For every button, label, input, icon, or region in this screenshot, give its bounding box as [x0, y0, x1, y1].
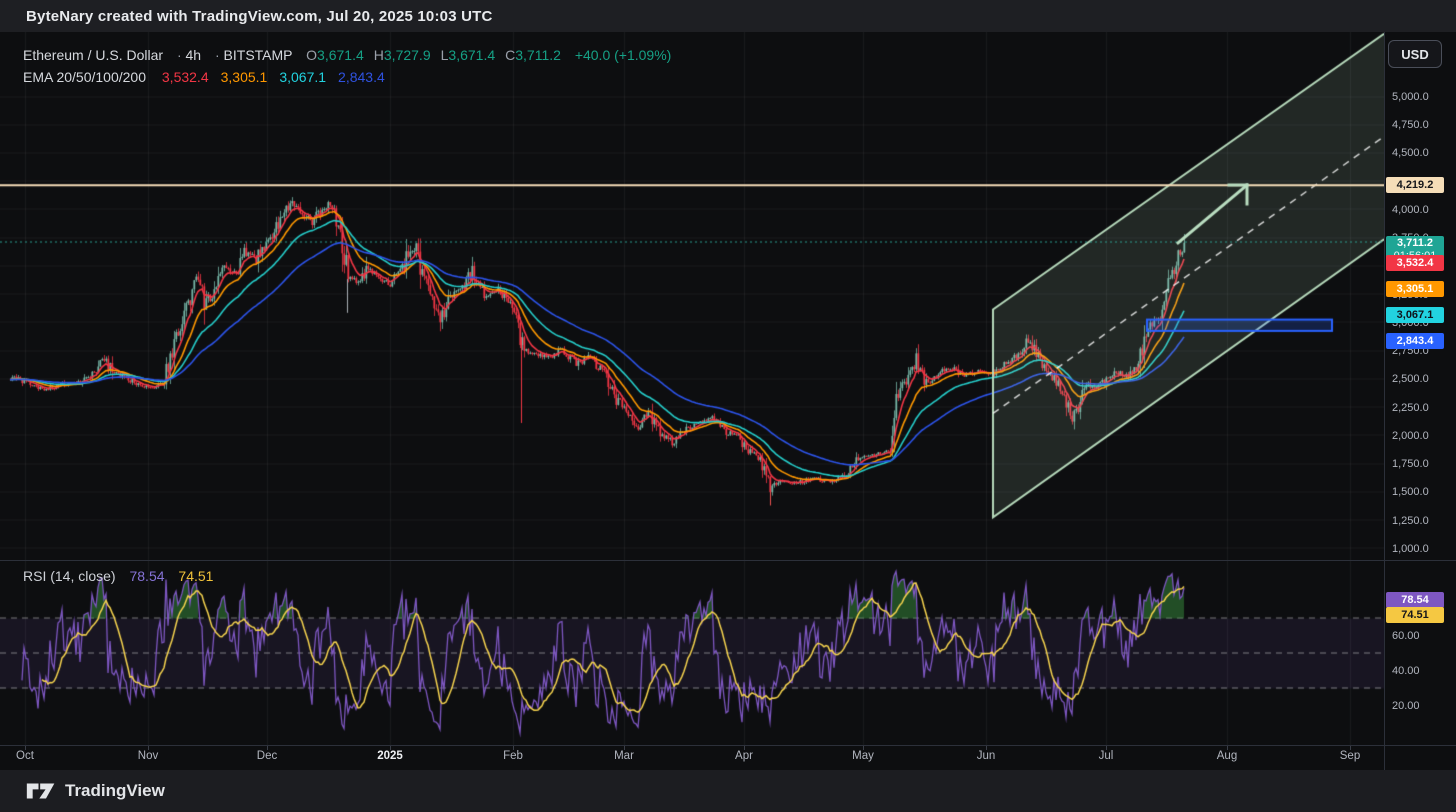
ohlc-value: 3,727.9 [383, 47, 431, 63]
time-label: Jul [1098, 750, 1114, 762]
symbol-name: Ethereum / U.S. Dollar [23, 47, 164, 63]
ohlc-values: O3,671.4 H3,727.9 L3,671.4 C3,711.2 [296, 47, 561, 63]
rsi-tag: 74.51 [1386, 606, 1444, 623]
separator-dot: · [176, 47, 182, 63]
time-label: Mar [614, 750, 634, 762]
rsi-tick: 60.00 [1392, 630, 1420, 642]
ohlc-value: 3,711.2 [515, 47, 561, 63]
time-tick-mark [863, 746, 864, 750]
rsi-ma-value: 74.51 [178, 568, 214, 584]
time-tick-mark [148, 746, 149, 750]
ohlc-key: C [505, 47, 516, 63]
price-tick: 2,000.0 [1392, 429, 1429, 442]
exchange-label: BITSTAMP [223, 47, 293, 63]
ohlc-key: O [306, 47, 318, 63]
scale-separator [1384, 32, 1385, 770]
price-tag-ema-20: 3,532.4 [1386, 254, 1444, 271]
chart-legend: Ethereum / U.S. Dollar · 4h · BITSTAMP O… [23, 44, 671, 88]
time-tick-mark [25, 746, 26, 750]
time-tick-mark [267, 746, 268, 750]
symbol-row: Ethereum / U.S. Dollar · 4h · BITSTAMP O… [23, 44, 671, 66]
time-axis[interactable]: Oct Nov Dec 2025 Feb Mar Apr May Jun Jul Aug Sep [0, 746, 1456, 770]
rsi-tag: 78.54 [1386, 591, 1444, 608]
time-label: Nov [137, 750, 159, 762]
ema-value: 3,305.1 [220, 69, 268, 85]
ohlc-key: H [373, 47, 384, 63]
time-label: Jun [976, 750, 996, 762]
time-label: Apr [735, 750, 753, 762]
time-label: Oct [16, 750, 34, 762]
ohlc-value: 3,671.4 [317, 47, 364, 63]
price-tag-ema-200: 2,843.4 [1386, 332, 1444, 349]
interval-label: 4h [185, 47, 202, 63]
time-label: Aug [1216, 750, 1238, 762]
rsi-title: RSI (14, close) [23, 568, 116, 584]
ema-label: EMA 20/50/100/200 [23, 69, 146, 85]
rsi-legend: RSI (14, close) 78.54 74.51 [23, 568, 213, 584]
header-title: ByteNary created with TradingView.com, J… [26, 7, 493, 25]
time-tick-mark [513, 746, 514, 750]
price-tick: 1,250.0 [1392, 514, 1429, 527]
price-tick: 4,750.0 [1392, 119, 1429, 132]
time-label: Sep [1339, 750, 1361, 762]
price-tick: 5,000.0 [1392, 91, 1429, 103]
time-label: 2025 [377, 750, 403, 762]
ema-values: 3,532.4 3,305.1 3,067.1 2,843.4 [150, 69, 385, 85]
price-tag-ema-50: 3,305.1 [1386, 280, 1444, 297]
rsi-tick: 40.00 [1392, 665, 1420, 677]
time-tick-mark [624, 746, 625, 750]
time-tick-mark [1350, 746, 1351, 750]
rsi-value: 78.54 [129, 568, 165, 584]
ema-value: 3,067.1 [279, 69, 327, 85]
time-tick-mark [390, 746, 391, 750]
price-tick: 2,500.0 [1392, 373, 1429, 386]
time-label: Dec [256, 750, 278, 762]
time-tick-mark [744, 746, 745, 750]
tradingview-logo-icon[interactable] [26, 781, 56, 801]
change-value: +40.0 (+1.09%) [574, 47, 672, 63]
rsi-tick: 20.00 [1392, 700, 1420, 712]
ohlc-key: L [440, 47, 449, 63]
time-label: Feb [503, 750, 523, 762]
price-tick: 1,750.0 [1392, 458, 1429, 471]
time-label: May [852, 750, 874, 762]
time-tick-mark [986, 746, 987, 750]
tradingview-brand: TradingView [65, 781, 165, 800]
price-tick: 1,000.0 [1392, 542, 1429, 555]
footer-bar: TradingView [0, 770, 1456, 812]
price-tick: 4,500.0 [1392, 147, 1429, 160]
time-tick-mark [1227, 746, 1228, 750]
price-tag-drawing-line: 4,219.2 [1386, 177, 1444, 194]
separator-dot: · [214, 47, 220, 63]
ema-row: EMA 20/50/100/200 3,532.4 3,305.1 3,067.1 2… [23, 66, 671, 88]
price-tick: 1,500.0 [1392, 486, 1429, 499]
rsi-indicator-canvas[interactable] [0, 561, 1384, 745]
pane-separator-main[interactable] [0, 560, 1456, 561]
ohlc-value: 3,671.4 [448, 47, 496, 63]
time-tick-mark [1106, 746, 1107, 750]
price-tag-ema-100: 3,067.1 [1386, 307, 1444, 324]
pane-separator-rsi[interactable] [0, 745, 1456, 746]
price-tick: 2,250.0 [1392, 401, 1429, 414]
currency-button[interactable]: USD [1388, 40, 1442, 68]
header-bar: ByteNary created with TradingView.com, J… [0, 0, 1456, 32]
main-price-chart-canvas[interactable] [0, 32, 1384, 560]
price-tick: 4,000.0 [1392, 203, 1429, 216]
ema-value: 3,532.4 [161, 69, 209, 85]
ema-value: 2,843.4 [338, 69, 385, 85]
